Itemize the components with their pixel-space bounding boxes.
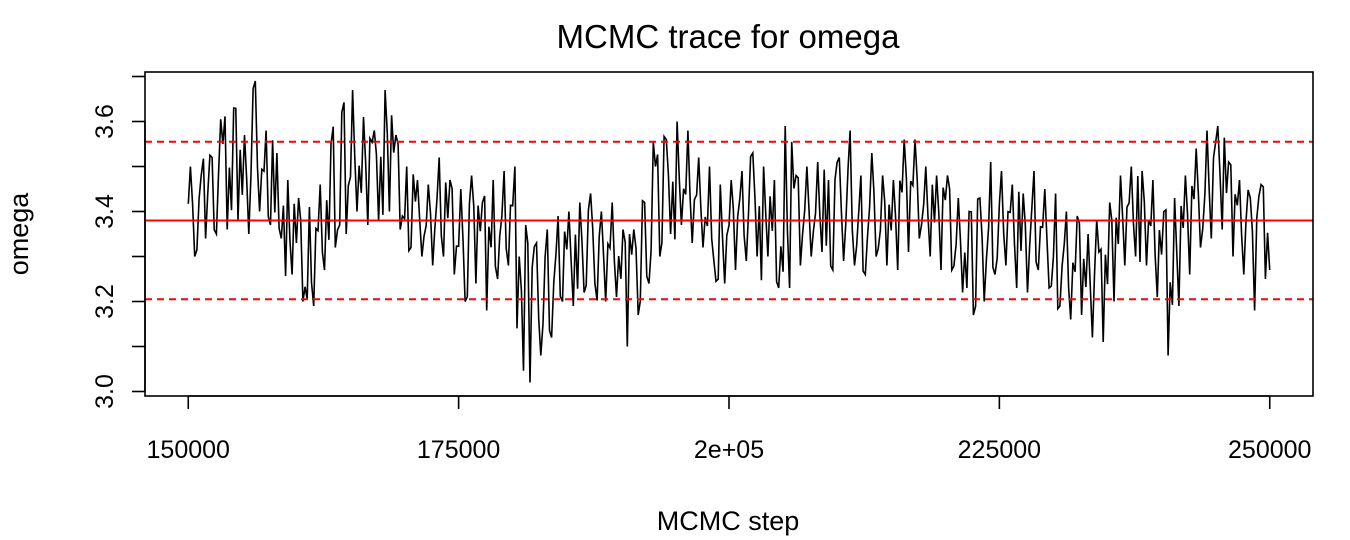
y-axis: 3.0 3.2 3.4 3.6: [91, 75, 146, 409]
x-tick-label: 150000: [147, 436, 230, 464]
chart-title: MCMC trace for omega: [557, 18, 901, 55]
y-tick-label: 3.4: [91, 194, 119, 229]
y-tick-label: 3.2: [91, 284, 119, 319]
x-axis: 150000 175000 2e+05 225000 250000: [147, 395, 1311, 464]
x-tick-label: 175000: [417, 436, 500, 464]
x-tick-label: 2e+05: [694, 436, 764, 464]
y-tick-label: 3.0: [91, 374, 119, 409]
y-tick-label: 3.6: [91, 104, 119, 139]
plot-area: [145, 80, 1313, 383]
y-axis-label: omega: [4, 192, 34, 276]
x-axis-label: MCMC step: [657, 506, 800, 536]
trace-line: [187, 80, 1271, 383]
x-tick-label: 250000: [1228, 436, 1311, 464]
plot-frame: [144, 71, 1314, 397]
x-tick-label: 225000: [958, 436, 1041, 464]
